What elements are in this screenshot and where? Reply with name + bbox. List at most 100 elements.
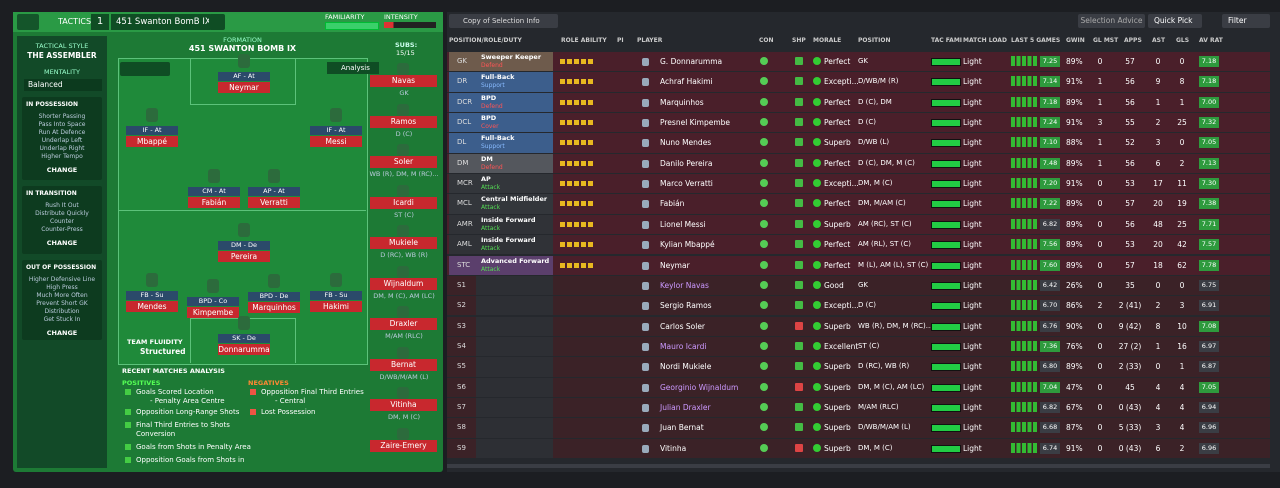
role-badge[interactable]: FB - Su [126, 291, 178, 300]
filter-button[interactable]: Filter [1222, 14, 1270, 28]
add-button[interactable] [209, 14, 225, 30]
mentality-select[interactable]: Balanced [24, 79, 102, 91]
player-name[interactable]: Achraf Hakimi [660, 77, 713, 87]
table-row[interactable] [447, 336, 1270, 357]
sub-name[interactable]: Icardi [370, 196, 437, 209]
role-name[interactable]: BPD [481, 114, 497, 123]
player-name[interactable]: Fabián [188, 197, 240, 208]
player-name[interactable]: Donnarumma [218, 344, 270, 355]
player-name[interactable]: Presnel Kimpembe [660, 118, 731, 128]
role-name[interactable]: Central Midfielder [481, 195, 548, 204]
tactic-select[interactable]: 451 Swanton BomB IX [111, 14, 211, 30]
table-row[interactable] [447, 133, 1270, 153]
player-name[interactable]: Keylor Navas [660, 280, 709, 290]
style-name[interactable]: THE ASSEMBLER [27, 51, 97, 60]
player-name[interactable]: Mendes [126, 301, 178, 312]
column-header[interactable]: AV RAT [1199, 37, 1223, 44]
role-badge[interactable]: CM - At [188, 187, 240, 196]
column-header[interactable]: MATCH LOAD [963, 37, 1007, 44]
change-button[interactable]: CHANGE [46, 166, 78, 174]
column-header[interactable]: POSITION/ROLE/DUTY [449, 37, 522, 44]
player-name[interactable]: Hakimi [310, 301, 362, 312]
player-name[interactable]: Lionel Messi [660, 219, 706, 229]
column-header[interactable]: PI [617, 37, 624, 44]
player-name[interactable]: Juan Bernat [660, 423, 704, 433]
player-name[interactable]: G. Donnarumma [660, 57, 723, 66]
column-header[interactable]: SHP [792, 37, 806, 44]
player-name[interactable]: Fabián [660, 199, 685, 209]
table-row[interactable] [447, 255, 1270, 275]
change-button[interactable]: CHANGE [46, 329, 78, 337]
sub-name[interactable]: Soler [370, 156, 437, 168]
table-row[interactable] [447, 316, 1270, 336]
sub-name[interactable]: Ramos [370, 115, 437, 128]
player-name[interactable]: Vitinha [660, 443, 687, 453]
column-header[interactable]: GLS [1176, 37, 1190, 44]
column-header[interactable]: PLAYER [637, 37, 663, 44]
role-name[interactable]: Full-Back [481, 134, 515, 143]
column-header[interactable]: MORALE [813, 37, 842, 44]
role-badge[interactable]: DM - De [218, 241, 270, 250]
recent-title[interactable]: RECENT MATCHES ANALYSIS [122, 367, 225, 375]
role-badge[interactable]: IF - At [310, 126, 362, 135]
slot-number[interactable]: 1 [91, 14, 109, 30]
role-badge[interactable]: FB - Su [310, 291, 362, 300]
table-row[interactable] [447, 377, 1270, 397]
column-header[interactable]: ROLE ABILITY [561, 37, 607, 44]
player-name[interactable]: Mbappé [126, 136, 178, 147]
sub-name[interactable]: Navas [370, 75, 437, 87]
column-header[interactable]: AST [1152, 37, 1166, 44]
sub-name[interactable]: Wijnaldum [370, 277, 437, 290]
change-button[interactable]: CHANGE [46, 239, 78, 247]
sub-name[interactable]: Zaire-Emery [370, 439, 437, 452]
table-row[interactable] [447, 52, 1270, 72]
advice-button[interactable]: Selection Advice [1078, 14, 1145, 28]
table-row[interactable] [447, 153, 1270, 174]
table-row[interactable] [447, 438, 1270, 458]
table-row[interactable] [447, 296, 1270, 316]
player-name[interactable]: Kylian Mbappé [660, 240, 715, 250]
view-buttons[interactable] [120, 62, 170, 76]
player-name[interactable]: Kimpembe [187, 307, 239, 318]
table-row[interactable] [447, 113, 1270, 133]
role-badge[interactable]: BPD - Co [187, 297, 239, 306]
player-name[interactable]: Marco Verratti [660, 179, 713, 189]
column-header[interactable]: GWIN [1066, 37, 1085, 44]
analysis-button[interactable]: Analysis [327, 62, 379, 74]
column-header[interactable]: POSITION [858, 37, 891, 44]
role-badge[interactable]: AP - At [248, 187, 300, 196]
table-row[interactable] [447, 275, 1270, 296]
table-row[interactable] [447, 194, 1270, 214]
role-badge[interactable]: AF - At [218, 72, 270, 81]
column-header[interactable]: APPS [1124, 37, 1142, 44]
player-name[interactable]: Carlos Soler [660, 321, 706, 331]
table-row[interactable] [447, 92, 1270, 112]
player-name[interactable]: Georginio Wijnaldum [660, 382, 739, 392]
table-row[interactable] [447, 357, 1270, 377]
player-name[interactable]: Marquinhos [660, 97, 704, 107]
role-badge[interactable]: SK - De [218, 334, 270, 343]
table-row[interactable] [447, 214, 1270, 235]
role-name[interactable]: Inside Forward [481, 215, 536, 224]
player-name[interactable]: Nordi Mukiele [660, 362, 712, 372]
column-header[interactable]: CON [759, 37, 774, 44]
player-name[interactable]: Nuno Mendes [660, 138, 712, 148]
role-name[interactable]: Sweeper Keeper [481, 53, 542, 61]
role-name[interactable]: Inside Forward [481, 236, 536, 245]
role-name[interactable]: BPD [481, 93, 497, 102]
player-name[interactable]: Marquinhos [248, 302, 300, 313]
sub-name[interactable]: Bernat [370, 358, 437, 371]
player-name[interactable]: Neymar [218, 82, 270, 93]
table-row[interactable] [447, 418, 1270, 438]
role-name[interactable]: AP [481, 175, 491, 184]
role-badge[interactable]: BPD - De [248, 292, 300, 301]
column-header[interactable]: GL MST [1093, 37, 1119, 44]
sub-name[interactable]: Vitinha [370, 399, 437, 411]
player-name[interactable]: Julian Draxler [660, 402, 711, 412]
player-name[interactable]: Verratti [248, 197, 300, 208]
player-name[interactable]: Danilo Pereira [660, 158, 713, 168]
player-name[interactable]: Sergio Ramos [660, 301, 712, 311]
player-name[interactable]: Neymar [660, 260, 690, 270]
quick-pick[interactable]: Quick Pick [1148, 14, 1202, 28]
role-badge[interactable]: IF - At [126, 126, 178, 135]
